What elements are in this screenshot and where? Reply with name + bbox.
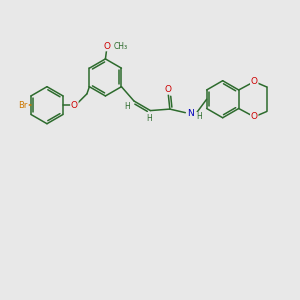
Text: H: H (196, 112, 202, 122)
Text: CH₃: CH₃ (113, 42, 128, 51)
Text: Br: Br (18, 101, 28, 110)
Text: N: N (188, 109, 194, 118)
Text: O: O (251, 77, 258, 86)
Text: H: H (146, 113, 152, 122)
Text: O: O (251, 112, 258, 122)
Text: O: O (71, 101, 78, 110)
Text: O: O (165, 85, 172, 94)
Text: O: O (103, 42, 110, 51)
Text: H: H (124, 102, 130, 111)
